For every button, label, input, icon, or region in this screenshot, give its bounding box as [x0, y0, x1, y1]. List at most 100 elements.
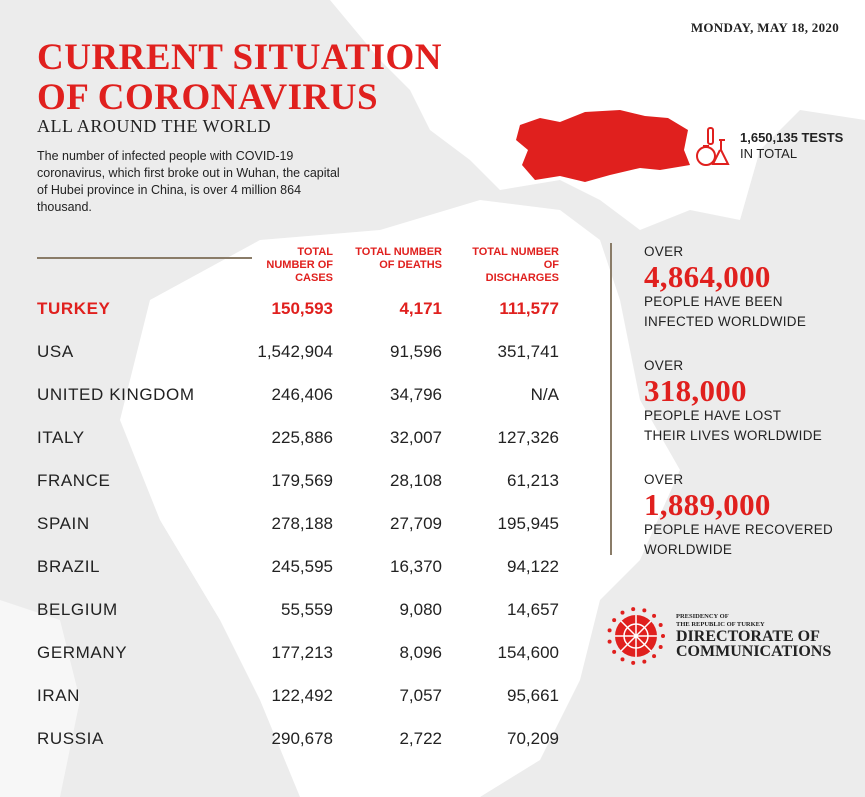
cell-cases: 122,492 [271, 686, 333, 705]
cell-cases: 179,569 [271, 471, 333, 490]
cell-deaths: 34,796 [390, 385, 442, 404]
logo-big-line: COMMUNICATIONS [676, 643, 832, 660]
intro-text: The number of infected people with COVID… [37, 149, 340, 214]
star-icon [658, 623, 663, 628]
cell-country: RUSSIA [37, 729, 104, 748]
cell-cases: 225,886 [271, 428, 333, 447]
table-row: RUSSIA 290,678 2,722 70,209 [37, 729, 567, 759]
title-line-1: CURRENT SITUATION [37, 37, 442, 78]
logo-small-line: THE REPUBLIC OF TURKEY [676, 621, 765, 628]
turkey-map [516, 110, 690, 182]
stat-infected: OVER 4,864,000 PEOPLE HAVE BEEN INFECTED… [644, 242, 806, 332]
vertical-divider [610, 243, 612, 555]
header-deaths: TOTAL NUMBER OF DEATHS [355, 246, 442, 271]
header-divider [37, 257, 252, 259]
table-row: ITALY 225,886 32,007 127,326 [37, 428, 567, 458]
stat-prefix: OVER [644, 472, 684, 487]
cell-country: TURKEY [37, 299, 111, 318]
cell-cases: 246,406 [271, 385, 333, 404]
cell-discharges: 127,326 [497, 428, 559, 447]
stat-line: THEIR LIVES WORLDWIDE [644, 428, 823, 443]
cell-cases: 290,678 [271, 729, 333, 748]
cell-country: USA [37, 342, 74, 361]
cell-deaths: 28,108 [390, 471, 442, 490]
stat-prefix: OVER [644, 358, 684, 373]
star-icon [631, 607, 636, 612]
star-icon [620, 610, 625, 615]
star-icon [607, 628, 612, 633]
table-row: TURKEY 150,593 4,171 111,577 [37, 299, 567, 329]
star-icon [658, 644, 663, 649]
cell-country: IRAN [37, 686, 81, 705]
star-icon [642, 608, 647, 613]
table-row: BELGIUM 55,559 9,080 14,657 [37, 600, 567, 630]
star-icon [612, 649, 617, 654]
header-discharges: TOTAL NUMBER OF DISCHARGES [472, 246, 559, 284]
cell-cases: 150,593 [271, 299, 333, 318]
star-icon [620, 657, 625, 662]
cell-deaths: 91,596 [390, 342, 442, 361]
stat-line: WORLDWIDE [644, 542, 733, 557]
cell-cases: 245,595 [271, 557, 333, 576]
cell-cases: 55,559 [281, 600, 333, 619]
cell-discharges: 154,600 [497, 643, 559, 662]
cell-deaths: 16,370 [390, 557, 442, 576]
cell-discharges: 61,213 [507, 471, 559, 490]
cell-deaths: 27,709 [390, 514, 442, 533]
date: MONDAY, MAY 18, 2020 [690, 20, 839, 35]
star-icon [607, 639, 612, 644]
tests-total: 1,650,135 TESTS IN TOTAL [740, 130, 843, 162]
stat-recovered: OVER 1,889,000 PEOPLE HAVE RECOVERED WOR… [644, 470, 833, 560]
title-line-2: OF CORONAVIRUS [37, 77, 379, 118]
star-icon [612, 618, 617, 623]
table-row: FRANCE 179,569 28,108 61,213 [37, 471, 567, 501]
star-icon [642, 659, 647, 664]
table-row: USA 1,542,904 91,596 351,741 [37, 342, 567, 372]
cell-country: SPAIN [37, 514, 90, 533]
cell-discharges: 195,945 [497, 514, 559, 533]
cell-deaths: 2,722 [399, 729, 442, 748]
page-title: CURRENT SITUATION OF CORONAVIRUS [37, 38, 442, 118]
cell-country: ITALY [37, 428, 85, 447]
logo-small-line: PRESIDENCY OF [676, 613, 729, 620]
star-icon [652, 613, 657, 618]
cell-country: BRAZIL [37, 557, 101, 576]
cell-country: FRANCE [37, 471, 111, 490]
stat-prefix: OVER [644, 244, 684, 259]
cell-country: GERMANY [37, 643, 128, 662]
cell-deaths: 9,080 [399, 600, 442, 619]
cell-country: UNITED KINGDOM [37, 385, 195, 404]
star-icon [661, 634, 665, 638]
directorate-logo-emblem [607, 607, 665, 665]
logo-big-line: DIRECTORATE OF [676, 628, 820, 645]
table-row: SPAIN 278,188 27,709 195,945 [37, 514, 567, 544]
cell-discharges: 111,577 [499, 299, 559, 318]
table-row: UNITED KINGDOM 246,406 34,796 N/A [37, 385, 567, 415]
stat-line: PEOPLE HAVE BEEN [644, 294, 783, 309]
stat-value: 318,000 [644, 373, 747, 408]
stat-value: 4,864,000 [644, 259, 771, 294]
stat-line: INFECTED WORLDWIDE [644, 314, 807, 329]
cell-cases: 1,542,904 [257, 342, 333, 361]
cell-deaths: 32,007 [390, 428, 442, 447]
table-row: GERMANY 177,213 8,096 154,600 [37, 643, 567, 673]
cell-cases: 177,213 [271, 643, 333, 662]
star-icon [652, 654, 657, 659]
cell-discharges: 351,741 [497, 342, 559, 361]
cell-deaths: 7,057 [399, 686, 442, 705]
cell-discharges: N/A [530, 385, 559, 404]
subtitle: ALL AROUND THE WORLD [37, 116, 272, 136]
cell-country: BELGIUM [37, 600, 118, 619]
header-cases: TOTAL NUMBER OF CASES [266, 246, 333, 284]
tests-label: IN TOTAL [740, 146, 798, 161]
table-row: IRAN 122,492 7,057 95,661 [37, 686, 567, 716]
stat-line: PEOPLE HAVE RECOVERED [644, 522, 834, 537]
stat-deaths: OVER 318,000 PEOPLE HAVE LOST THEIR LIVE… [644, 356, 822, 446]
flask-icon [696, 127, 730, 166]
cell-discharges: 95,661 [507, 686, 559, 705]
tests-value: 1,650,135 TESTS [740, 130, 844, 145]
cell-cases: 278,188 [271, 514, 333, 533]
cell-discharges: 70,209 [507, 729, 559, 748]
directorate-logo-text: PRESIDENCY OF THE REPUBLIC OF TURKEY DIR… [676, 613, 832, 660]
